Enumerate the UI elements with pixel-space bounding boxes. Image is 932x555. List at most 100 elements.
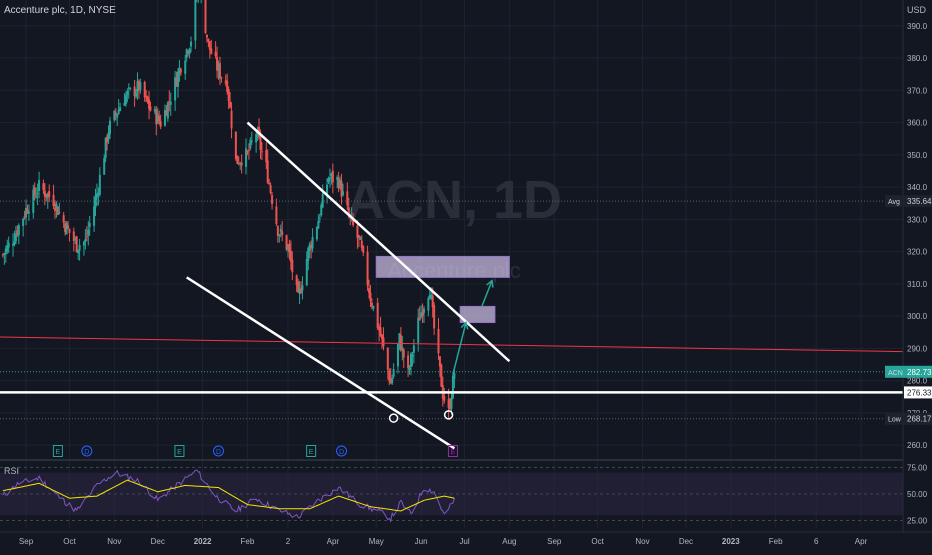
candle-body: [247, 149, 250, 151]
candle-body: [239, 162, 242, 165]
candle-body: [391, 377, 394, 384]
time-tick-label: Apr: [855, 537, 868, 546]
time-tick-label: 6: [814, 537, 819, 546]
currency-label[interactable]: USD: [907, 5, 927, 15]
candle-body: [447, 399, 450, 408]
candle-body: [78, 245, 81, 251]
candle-body: [179, 69, 182, 73]
candle-body: [174, 77, 177, 101]
symbol-name: Accenture plc: [4, 5, 65, 16]
candle-body: [337, 178, 340, 189]
candle-body: [17, 225, 20, 236]
event-marker-letter: D: [84, 449, 89, 456]
candle-body: [220, 77, 223, 79]
candle-body: [194, 0, 197, 41]
timeframe[interactable]: 1D: [70, 5, 83, 16]
candle-body: [295, 275, 298, 285]
candle-body: [104, 137, 107, 158]
candle-body: [317, 220, 320, 229]
avg-price-value: 335.64: [907, 197, 932, 206]
earnings-marker: [306, 445, 317, 457]
last-price-tag: ACN: [888, 370, 903, 377]
candle-body: [289, 250, 292, 262]
candle-body: [420, 312, 423, 318]
candle-body: [428, 294, 431, 300]
candle-body: [45, 193, 48, 198]
candle-body: [430, 294, 433, 298]
candle-body: [255, 134, 258, 143]
candle-body: [369, 292, 372, 301]
candle-body: [16, 230, 19, 235]
rsi-label[interactable]: RSI: [4, 466, 20, 476]
candle-body: [431, 295, 434, 308]
candle-body: [360, 240, 363, 248]
candle-body: [307, 247, 310, 262]
candle-body: [207, 38, 210, 42]
candle-body: [408, 367, 411, 370]
candle-body: [392, 369, 395, 377]
price-zone: [459, 305, 496, 324]
candle-body: [268, 183, 271, 185]
candle-body: [205, 34, 208, 38]
candle-body: [357, 235, 360, 238]
candle-body: [281, 231, 284, 236]
candle-body: [33, 187, 36, 196]
rsi-tick-label: 75.00: [907, 463, 928, 472]
candle-body: [234, 131, 237, 159]
candle-body: [190, 41, 193, 47]
candle-body: [438, 356, 441, 367]
candle-body: [3, 253, 6, 255]
candle-body: [396, 343, 399, 367]
candle-body: [356, 225, 359, 239]
price-tick-label: 340.0: [907, 183, 928, 192]
candle-body: [224, 80, 227, 84]
candle-body: [298, 288, 301, 294]
last-price-value-bg: [904, 365, 932, 378]
candle-body: [382, 337, 385, 347]
candle-body: [256, 130, 259, 138]
candle-body: [46, 193, 49, 198]
candle-body: [175, 78, 178, 87]
candle-body: [106, 136, 109, 143]
candle-body: [204, 0, 207, 34]
candle-body: [300, 290, 302, 293]
candle-body: [388, 370, 391, 382]
candle-body: [271, 195, 274, 205]
candle-body: [178, 67, 181, 74]
candle-body: [143, 82, 146, 98]
candle-body: [279, 229, 282, 232]
candle-body: [216, 56, 219, 71]
time-tick-label: Sep: [19, 537, 34, 546]
candle-body: [372, 305, 375, 309]
candle-body: [35, 195, 38, 198]
candle-body: [401, 346, 404, 351]
candle-body: [340, 181, 343, 197]
candle-body: [346, 191, 349, 206]
candle-body: [156, 113, 159, 124]
candle-body: [276, 226, 279, 236]
candle-body: [6, 245, 9, 252]
candle-body: [347, 207, 350, 216]
candles: [1, 0, 456, 419]
candle-body: [418, 317, 421, 321]
candle-body: [378, 326, 381, 331]
candle-body: [165, 110, 168, 116]
candle-body: [226, 80, 229, 92]
event-marker-letter: E: [56, 449, 61, 456]
candle-body: [427, 298, 430, 311]
support-price-value-bg: [904, 386, 932, 399]
candle-body: [440, 364, 443, 387]
candle-body: [87, 229, 90, 236]
exchange: NYSE: [88, 5, 116, 16]
candle-body: [65, 222, 68, 235]
candle-body: [75, 236, 78, 252]
candle-body: [129, 88, 132, 90]
candle-body: [449, 406, 452, 410]
candle-body: [259, 135, 262, 150]
candle-body: [339, 179, 342, 188]
time-tick-label: Oct: [591, 537, 604, 546]
candle-body: [13, 241, 16, 245]
candle-body: [310, 245, 313, 249]
